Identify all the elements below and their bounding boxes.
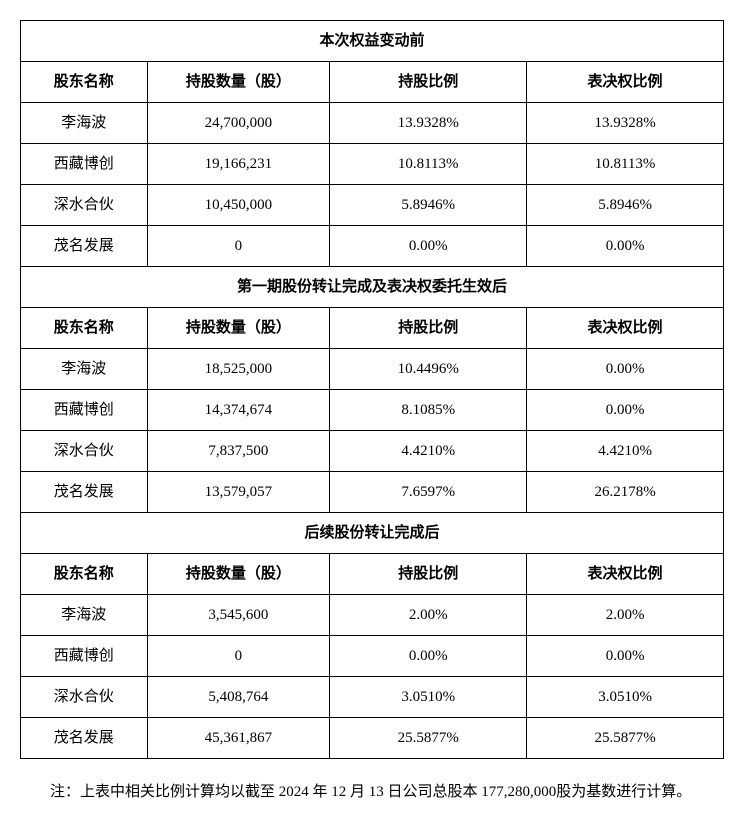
table-cell: 13,579,057 [147,472,330,513]
column-header: 持股比例 [330,308,527,349]
table-cell: 茂名发展 [21,718,148,759]
table-cell: 7,837,500 [147,431,330,472]
table-cell: 3.0510% [330,677,527,718]
table-cell: 18,525,000 [147,349,330,390]
table-cell: 5.8946% [330,185,527,226]
table-cell: 25.5877% [527,718,724,759]
table-cell: 茂名发展 [21,226,148,267]
table-cell: 0.00% [527,226,724,267]
table-row: 李海波18,525,00010.4496%0.00% [21,349,724,390]
equity-change-table: 本次权益变动前股东名称持股数量（股）持股比例表决权比例李海波24,700,000… [20,20,724,759]
table-footnote: 注：上表中相关比例计算均以截至 2024 年 12 月 13 日公司总股本 17… [20,777,724,807]
column-header: 股东名称 [21,554,148,595]
table-cell: 茂名发展 [21,472,148,513]
table-cell: 0.00% [330,226,527,267]
column-header: 持股数量（股） [147,62,330,103]
table-cell: 0 [147,226,330,267]
table-cell: 14,374,674 [147,390,330,431]
column-header: 持股比例 [330,62,527,103]
column-header: 表决权比例 [527,62,724,103]
table-row: 茂名发展45,361,86725.5877%25.5877% [21,718,724,759]
table-cell: 0.00% [527,349,724,390]
section-title: 后续股份转让完成后 [21,513,724,554]
table-cell: 2.00% [527,595,724,636]
table-cell: 5,408,764 [147,677,330,718]
table-row: 李海波24,700,00013.9328%13.9328% [21,103,724,144]
table-cell: 4.4210% [330,431,527,472]
table-row: 深水合伙5,408,7643.0510%3.0510% [21,677,724,718]
column-header: 股东名称 [21,62,148,103]
table-cell: 0.00% [527,390,724,431]
table-row: 西藏博创00.00%0.00% [21,636,724,677]
section-title: 本次权益变动前 [21,21,724,62]
table-row: 深水合伙10,450,0005.8946%5.8946% [21,185,724,226]
table-cell: 4.4210% [527,431,724,472]
table-cell: 10.4496% [330,349,527,390]
column-header: 持股数量（股） [147,308,330,349]
column-header: 持股比例 [330,554,527,595]
column-header: 表决权比例 [527,554,724,595]
table-cell: 13.9328% [527,103,724,144]
table-row: 西藏博创19,166,23110.8113%10.8113% [21,144,724,185]
table-cell: 5.8946% [527,185,724,226]
table-row: 茂名发展13,579,0577.6597%26.2178% [21,472,724,513]
table-cell: 13.9328% [330,103,527,144]
table-cell: 0.00% [527,636,724,677]
section-title: 第一期股份转让完成及表决权委托生效后 [21,267,724,308]
table-cell: 26.2178% [527,472,724,513]
table-cell: 李海波 [21,595,148,636]
table-cell: 西藏博创 [21,636,148,677]
table-row: 西藏博创14,374,6748.1085%0.00% [21,390,724,431]
column-header: 持股数量（股） [147,554,330,595]
table-cell: 45,361,867 [147,718,330,759]
column-header: 股东名称 [21,308,148,349]
table-cell: 李海波 [21,349,148,390]
table-row: 茂名发展00.00%0.00% [21,226,724,267]
table-cell: 25.5877% [330,718,527,759]
table-cell: 深水合伙 [21,185,148,226]
table-cell: 0.00% [330,636,527,677]
table-cell: 19,166,231 [147,144,330,185]
table-cell: 3,545,600 [147,595,330,636]
table-cell: 2.00% [330,595,527,636]
table-cell: 7.6597% [330,472,527,513]
table-cell: 3.0510% [527,677,724,718]
column-header: 表决权比例 [527,308,724,349]
table-cell: 10.8113% [527,144,724,185]
table-cell: 李海波 [21,103,148,144]
table-cell: 10,450,000 [147,185,330,226]
table-cell: 24,700,000 [147,103,330,144]
table-cell: 10.8113% [330,144,527,185]
table-cell: 深水合伙 [21,677,148,718]
table-cell: 0 [147,636,330,677]
table-cell: 8.1085% [330,390,527,431]
table-cell: 深水合伙 [21,431,148,472]
table-row: 深水合伙7,837,5004.4210%4.4210% [21,431,724,472]
table-cell: 西藏博创 [21,144,148,185]
table-cell: 西藏博创 [21,390,148,431]
table-row: 李海波3,545,6002.00%2.00% [21,595,724,636]
